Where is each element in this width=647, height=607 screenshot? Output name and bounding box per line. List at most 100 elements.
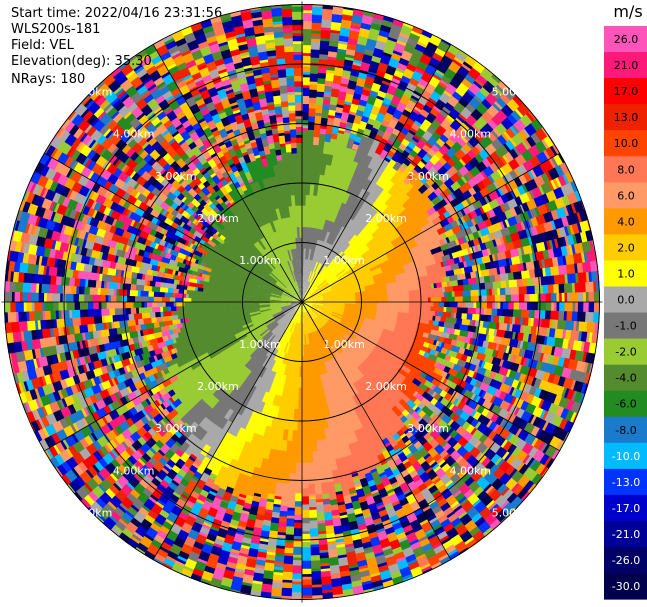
- velocity-gate: [430, 302, 434, 308]
- velocity-gate: [569, 224, 575, 236]
- velocity-gate: [474, 245, 480, 253]
- velocity-gate: [397, 226, 410, 237]
- velocity-gate: [168, 374, 179, 384]
- velocity-gate: [332, 290, 345, 295]
- velocity-gate: [416, 445, 424, 453]
- velocity-gate: [492, 281, 502, 290]
- velocity-gate: [379, 54, 393, 66]
- velocity-gate: [258, 327, 269, 336]
- velocity-gate: [341, 411, 351, 424]
- velocity-gate: [263, 562, 275, 572]
- velocity-gate: [458, 347, 466, 356]
- velocity-gate: [411, 136, 421, 144]
- velocity-gate: [313, 261, 319, 273]
- velocity-gate: [413, 194, 426, 207]
- velocity-gate: [543, 135, 555, 149]
- velocity-gate: [532, 438, 544, 451]
- velocity-gate: [508, 338, 519, 349]
- velocity-gate: [338, 401, 347, 414]
- velocity-gate: [373, 322, 385, 329]
- velocity-gate: [267, 334, 276, 345]
- velocity-gate: [240, 440, 251, 454]
- velocity-gate: [508, 279, 518, 289]
- velocity-gate: [302, 297, 313, 302]
- velocity-gate: [323, 325, 333, 335]
- velocity-gate: [548, 230, 555, 242]
- velocity-gate: [253, 411, 262, 424]
- velocity-gate: [522, 317, 529, 327]
- velocity-gate: [233, 401, 244, 414]
- velocity-gate: [554, 164, 566, 178]
- velocity-gate: [431, 378, 442, 388]
- velocity-gate: [483, 195, 491, 205]
- velocity-gate: [327, 320, 338, 328]
- velocity-gate: [497, 288, 501, 296]
- velocity-gate: [323, 269, 333, 279]
- velocity-gate: [486, 302, 493, 310]
- velocity-gate: [312, 343, 317, 355]
- velocity-gate: [400, 166, 414, 180]
- velocity-gate: [176, 357, 189, 368]
- velocity-gate: [113, 519, 127, 532]
- velocity-gate: [319, 328, 328, 339]
- velocity-gate: [315, 217, 321, 229]
- velocity-gate: [255, 323, 266, 331]
- velocity-gate: [300, 595, 313, 599]
- velocity-gate: [329, 280, 341, 287]
- velocity-gate: [442, 453, 451, 462]
- velocity-gate: [257, 498, 268, 508]
- velocity-gate: [286, 309, 295, 318]
- velocity-gate: [411, 253, 424, 263]
- velocity-gate: [386, 288, 399, 294]
- velocity-gate: [520, 420, 529, 432]
- velocity-gate: [336, 50, 348, 61]
- velocity-gate: [344, 205, 353, 218]
- velocity-gate: [282, 472, 290, 485]
- velocity-gate: [500, 487, 510, 498]
- velocity-gate: [290, 584, 302, 593]
- velocity-gate: [399, 519, 411, 530]
- velocity-gate: [462, 296, 472, 303]
- velocity-gate: [218, 477, 230, 491]
- velocity-gate: [375, 361, 387, 372]
- velocity-gate: [293, 302, 302, 310]
- velocity-gate: [296, 441, 302, 453]
- velocity-gate: [344, 348, 355, 359]
- velocity-gate: [379, 514, 390, 523]
- velocity-gate: [381, 519, 391, 526]
- velocity-gate: [473, 94, 484, 105]
- velocity-gate: [327, 405, 335, 417]
- velocity-gate: [304, 398, 310, 410]
- velocity-gate: [211, 425, 223, 439]
- velocity-gate: [295, 322, 299, 335]
- velocity-gate: [344, 100, 353, 106]
- velocity-gate: [283, 342, 289, 354]
- velocity-gate: [284, 320, 292, 331]
- velocity-gate: [287, 483, 296, 496]
- velocity-gate: [388, 198, 400, 210]
- velocity-gate: [332, 310, 344, 316]
- velocity-gate: [435, 356, 446, 366]
- velocity-gate: [414, 120, 423, 128]
- velocity-gate: [593, 312, 600, 325]
- velocity-gate: [593, 281, 597, 294]
- velocity-gate: [388, 254, 401, 264]
- velocity-gate: [506, 403, 514, 414]
- velocity-gate: [495, 84, 507, 95]
- velocity-gate: [496, 458, 505, 469]
- velocity-gate: [189, 477, 199, 485]
- velocity-gate: [390, 52, 403, 62]
- velocity-gate: [341, 364, 351, 376]
- velocity-gate: [271, 360, 278, 373]
- velocity-gate: [227, 356, 239, 367]
- velocity-gate: [385, 169, 397, 182]
- velocity-gate: [352, 381, 363, 394]
- velocity-gate: [360, 190, 371, 203]
- velocity-gate: [539, 466, 549, 478]
- velocity-gate: [276, 315, 287, 324]
- velocity-gate: [219, 363, 231, 375]
- velocity-gate: [308, 107, 317, 117]
- velocity-gate: [329, 96, 339, 106]
- velocity-gate: [384, 397, 396, 410]
- velocity-gate: [392, 239, 405, 249]
